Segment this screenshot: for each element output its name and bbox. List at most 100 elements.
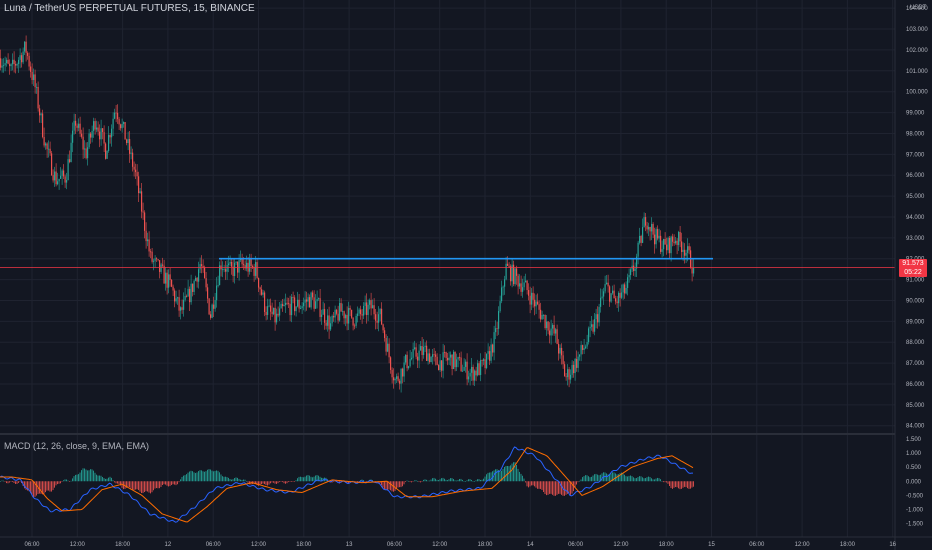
macd-histogram-bar [586,475,588,482]
macd-histogram-bar [481,479,483,482]
candle-body [49,148,51,154]
candle-body [60,175,62,179]
macd-histogram-bar [220,474,222,482]
macd-histogram-bar [693,481,694,487]
candle-body [346,314,348,324]
macd-histogram-bar [687,481,688,489]
candle-body [546,321,548,329]
candle-body [622,284,624,293]
candle-body [625,287,627,294]
macd-histogram-bar [201,470,202,482]
candle-body [492,344,494,353]
macd-histogram-bar [153,481,154,491]
macd-histogram-bar [592,475,594,482]
macd-histogram-bar [421,481,423,482]
macd-histogram-bar [268,481,270,485]
candle-body [319,298,321,317]
candle-body [522,287,524,292]
macd-histogram-bar [574,481,576,488]
macd-histogram-bar [514,462,516,482]
macd-histogram-bar [478,479,480,482]
candle-body [523,282,525,288]
time-axis-label: 15 [708,542,715,548]
macd-histogram-bar [484,476,486,482]
macd-histogram-bar [42,481,43,495]
candle-body [57,181,59,185]
candle-body [639,236,641,243]
candle-body [528,290,530,296]
candle-body [604,284,606,292]
time-axis-label: 12:00 [795,542,811,548]
macd-histogram-bar [216,470,217,482]
macd-axis[interactable]: 1.500 1.000 0.500 0.000 -0.500 -1.000 -1.500 [906,437,924,528]
macd-histogram-bar [132,481,133,490]
candle-body [459,357,461,358]
macd-histogram-bar [664,481,666,483]
macd-histogram-bar [601,473,603,482]
macd-histogram-bar [567,481,568,494]
candle-body [291,296,293,316]
price-axis-label: 96.000 [906,173,925,179]
macd-histogram-bar [651,478,652,482]
macd-histogram-bar [312,477,313,482]
candle-body [36,86,38,88]
candle-body [582,345,584,350]
macd-histogram-bar [426,479,427,482]
macd-histogram-bar [418,481,420,483]
macd-histogram-bar [318,475,319,482]
macd-histogram-bar [406,480,408,482]
candle-body [508,265,510,267]
macd-histogram-bar [535,481,537,488]
candle-body [579,354,581,357]
macd-histogram-bar [519,471,520,482]
macd-histogram-bar [673,481,675,488]
macd-histogram-bar [667,481,669,484]
macd-histogram-bar [258,481,259,486]
candle-body [6,59,8,64]
macd-histogram-bar [442,477,444,482]
macd-histogram-bar [76,474,78,482]
candle-body [475,370,477,376]
macd-histogram-bar [10,481,12,482]
candle-body [25,41,27,53]
candle-body [174,290,176,302]
macd-histogram-bar [273,481,274,483]
candle-body [178,297,180,311]
macd-histogram-bar [282,481,283,483]
macd-histogram-bar [390,481,391,491]
macd-indicator-label[interactable]: MACD (12, 26, close, 9, EMA, EMA) [4,441,150,451]
macd-histogram-bar [394,481,396,491]
candle-body [81,133,83,137]
candle-body [330,323,332,330]
macd-histogram-bar [285,481,286,484]
macd-histogram-bar [298,476,300,482]
candle-body [471,366,473,373]
candle-body [403,362,405,377]
candle-body [358,309,360,314]
candle-body [670,236,672,254]
macd-histogram-bar [111,477,112,482]
candle-body [91,130,93,138]
macd-histogram-bar [487,472,489,482]
time-axis-label: 06:00 [24,542,40,548]
price-axis-label: 88.000 [906,340,925,346]
time-axis[interactable]: 06:00 12:00 18:00 12 06:00 12:00 18:00 13 06:00 1… [24,542,896,548]
candle-body [117,112,119,120]
candle-body [208,298,210,315]
candle-body [171,279,173,287]
chart-title[interactable]: Luna / TetherUS PERPETUAL FUTURES, 15, B… [4,3,255,14]
candle-body [48,148,50,150]
macd-histogram-bar [54,481,55,488]
macd-histogram-bar [13,481,15,483]
candle-body [138,176,140,194]
macd-histogram-bar [510,465,511,482]
price-axis-label: 93.000 [906,236,925,242]
macd-histogram-bar [39,481,40,494]
macd-histogram-bar [96,474,97,482]
candle-body [327,315,329,326]
macd-histogram-bar [670,481,672,488]
macd-histogram-bar [106,478,108,482]
candle-body [666,244,668,251]
macd-histogram-bar [247,481,249,483]
